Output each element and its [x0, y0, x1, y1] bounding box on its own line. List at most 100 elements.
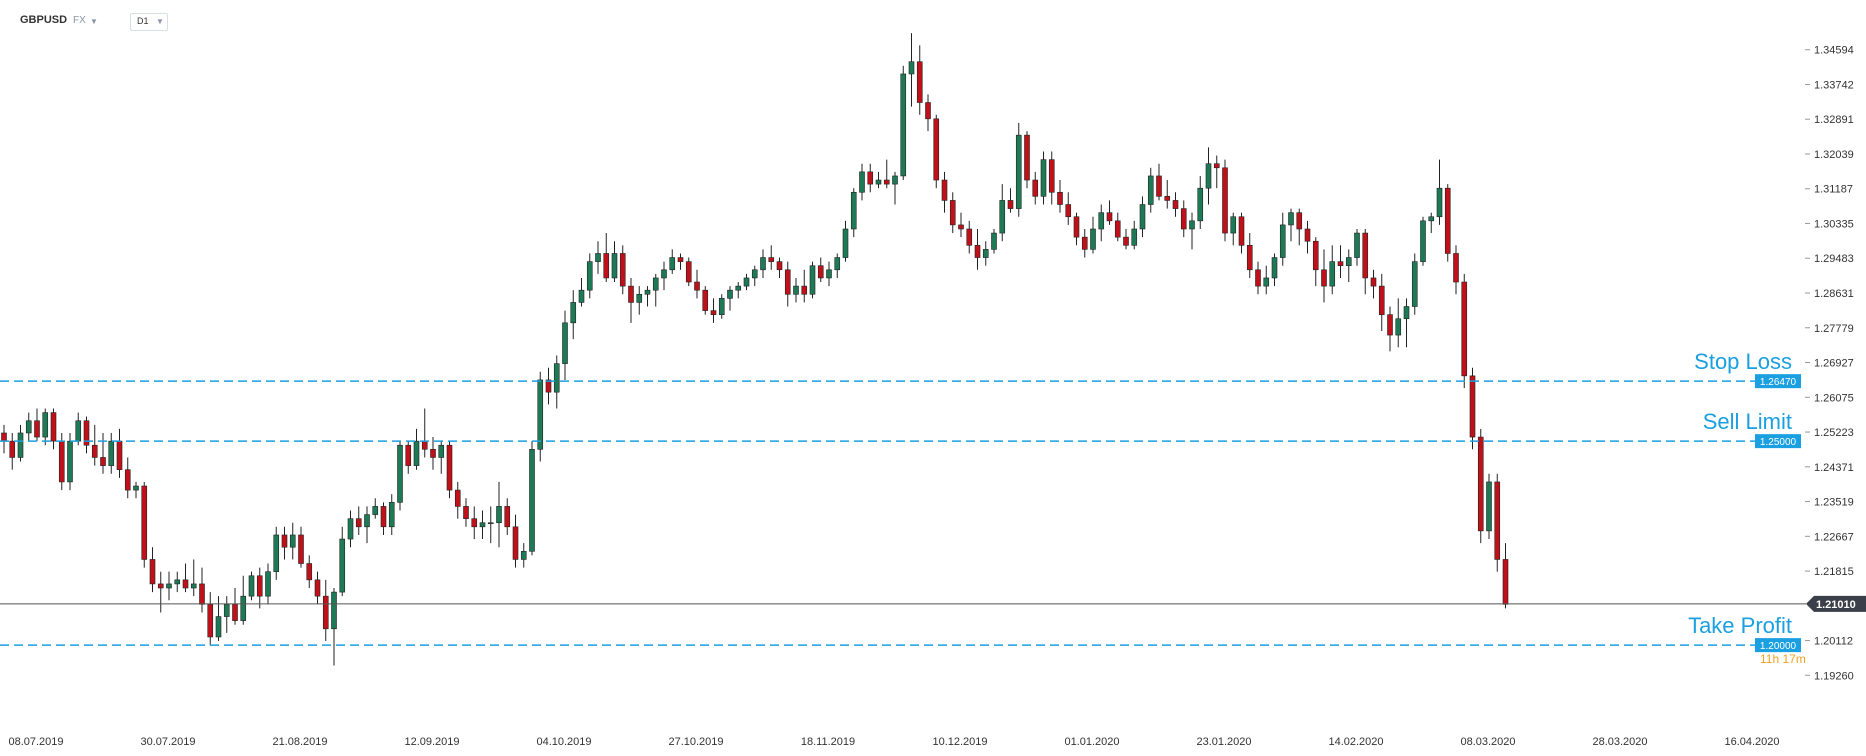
- candle-body: [595, 253, 601, 262]
- candle: [991, 228, 997, 254]
- candle: [1189, 212, 1195, 250]
- level-line[interactable]: Stop Loss 1.26470: [0, 349, 1801, 389]
- candle-body: [1048, 159, 1055, 193]
- candle: [875, 171, 882, 189]
- candle-body: [1197, 187, 1204, 222]
- candle: [157, 571, 164, 613]
- candle-body: [652, 277, 659, 291]
- candle: [1007, 188, 1014, 213]
- candle-body: [1370, 277, 1377, 287]
- candle: [1123, 228, 1129, 250]
- level-line[interactable]: Take Profit 1.20000: [0, 613, 1801, 653]
- chevron-down-icon[interactable]: ▼: [90, 17, 98, 26]
- y-tick-label: 1.32039: [1814, 149, 1854, 161]
- candle-body: [413, 440, 420, 466]
- candle: [735, 282, 742, 299]
- candle-body: [1395, 318, 1402, 336]
- candle-body: [1106, 212, 1113, 222]
- candle: [1312, 237, 1319, 287]
- candle: [273, 526, 280, 580]
- candle: [1502, 543, 1509, 609]
- candle: [108, 432, 115, 474]
- level-line[interactable]: Sell Limit 1.25000: [0, 409, 1801, 449]
- candle: [1387, 306, 1393, 352]
- candle: [1486, 473, 1492, 540]
- candle-body: [661, 269, 667, 279]
- candle-body: [1362, 232, 1369, 279]
- candle-body: [611, 253, 618, 279]
- candle: [1048, 151, 1055, 205]
- market-label[interactable]: FX: [73, 15, 86, 26]
- candle: [322, 579, 329, 642]
- candle-body: [1387, 314, 1393, 336]
- candle-body: [537, 379, 544, 450]
- candle-body: [50, 412, 57, 442]
- candle: [240, 575, 247, 625]
- candle: [1131, 220, 1138, 250]
- candle: [760, 249, 766, 278]
- candle: [496, 481, 502, 548]
- candle-body: [1024, 134, 1030, 181]
- candle-body: [545, 379, 552, 393]
- candle-body: [1246, 245, 1253, 271]
- candle-body: [941, 179, 948, 201]
- candles-group: [1, 33, 1509, 666]
- candle: [1147, 167, 1154, 213]
- candle-body: [17, 432, 24, 458]
- price-axis[interactable]: 1.34594 1.33742 1.32891 1.32039 1.31187 1.303…: [1805, 45, 1854, 683]
- candle-body: [1420, 220, 1426, 262]
- candle-body: [644, 289, 651, 295]
- candle: [124, 457, 131, 499]
- candle: [174, 571, 181, 593]
- candle-body: [570, 302, 577, 324]
- candle: [116, 428, 123, 478]
- candle-body: [809, 265, 816, 295]
- candle-body: [586, 261, 593, 291]
- candle: [834, 253, 841, 278]
- candle-body: [273, 534, 280, 572]
- candle-body: [166, 583, 172, 589]
- candle-body: [1205, 163, 1212, 189]
- candle: [1090, 216, 1096, 254]
- candle: [34, 408, 40, 442]
- candle: [570, 290, 577, 340]
- candle: [289, 522, 296, 560]
- candle-body: [834, 257, 841, 271]
- timeframe-select[interactable]: D1 ▼: [130, 13, 168, 31]
- candle-body: [1180, 208, 1187, 230]
- candle-body: [908, 61, 915, 75]
- candle-body: [1461, 281, 1468, 377]
- candle: [1370, 269, 1377, 299]
- y-tick-label: 1.32891: [1814, 114, 1854, 126]
- level-badge-text: 1.25000: [1760, 437, 1797, 448]
- candle-body: [1263, 277, 1270, 287]
- candle: [339, 526, 346, 597]
- candle: [628, 277, 634, 323]
- candle-body: [859, 171, 865, 193]
- candle-body: [1477, 436, 1484, 532]
- candle-body: [892, 175, 898, 185]
- candle-body: [1156, 175, 1162, 197]
- candle-body: [1172, 200, 1179, 209]
- symbol-label[interactable]: GBPUSD: [20, 14, 68, 26]
- y-tick-label: 1.30335: [1814, 218, 1854, 230]
- time-axis[interactable]: 08.07.2019 30.07.2019 21.08.2019 12.09.2019…: [8, 736, 1779, 748]
- candle-body: [446, 444, 453, 491]
- candle-body: [1131, 228, 1138, 246]
- candle: [1073, 212, 1080, 246]
- y-tick-label: 1.19260: [1814, 670, 1854, 682]
- candle-body: [372, 506, 379, 515]
- candle: [199, 567, 205, 613]
- candle: [1304, 220, 1311, 254]
- candle: [355, 506, 362, 535]
- level-badge-text: 1.20000: [1760, 641, 1797, 652]
- candle: [9, 432, 16, 470]
- candle: [669, 249, 676, 274]
- candle: [1494, 473, 1501, 572]
- candle: [347, 510, 354, 548]
- candle: [883, 159, 890, 189]
- candle-body: [306, 563, 313, 581]
- candle: [504, 498, 511, 535]
- candle: [1213, 155, 1220, 189]
